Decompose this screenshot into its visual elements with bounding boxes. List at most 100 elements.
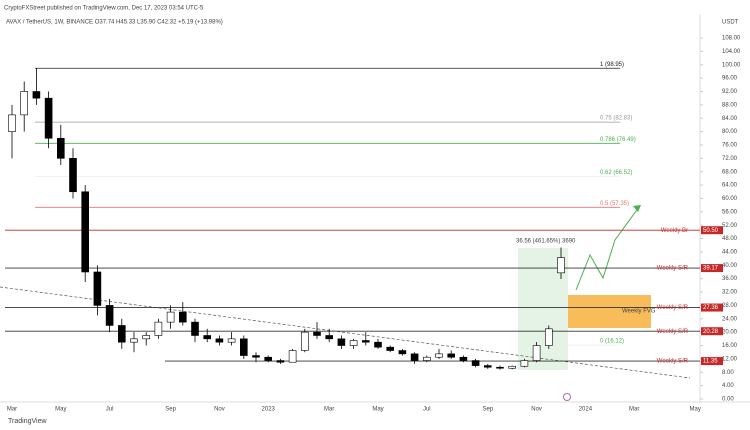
candle-body bbox=[105, 305, 114, 326]
fib-label: 0.5 (57.35) bbox=[600, 201, 629, 207]
candle-body bbox=[93, 271, 102, 306]
y-tick-label: 108.00 bbox=[722, 36, 741, 42]
candle-body bbox=[435, 353, 443, 358]
y-tick-label: 104.00 bbox=[722, 49, 741, 55]
header: CryptoFXStreet published on TradingView.… bbox=[4, 6, 204, 12]
y-tick-label: 60.00 bbox=[722, 196, 738, 202]
price-badge bbox=[701, 303, 723, 312]
x-tick-label: Mar bbox=[629, 407, 639, 413]
candle-body bbox=[240, 338, 248, 356]
footer: TradingView bbox=[8, 418, 47, 425]
candle-body bbox=[179, 311, 187, 323]
candle-body bbox=[386, 346, 395, 351]
y-tick-label: 20.00 bbox=[722, 330, 738, 336]
price-badge bbox=[701, 226, 723, 235]
y-tick-label: 44.00 bbox=[722, 250, 738, 256]
fib-label: 0.62 (66.52) bbox=[600, 170, 632, 176]
y-tick-label: 12.00 bbox=[722, 356, 738, 362]
x-tick-label: May bbox=[55, 407, 66, 413]
y-tick-label: 0.00 bbox=[722, 397, 734, 403]
projection-arrow bbox=[575, 206, 640, 291]
x-tick-label: Mar bbox=[7, 407, 17, 413]
x-tick-label: 2023 bbox=[262, 407, 276, 413]
fib-label: 0 (16.12) bbox=[600, 339, 624, 345]
x-tick-label: 2024 bbox=[579, 407, 593, 413]
x-tick-label: Sep bbox=[482, 407, 493, 413]
candle-body bbox=[398, 350, 407, 355]
y-tick-label: 24.00 bbox=[722, 316, 738, 322]
y-tick-label: 36.00 bbox=[722, 276, 738, 282]
chart-title: AVAX / TetherUS, 1W, BINANCE O37.74 H45.… bbox=[6, 20, 223, 26]
y-tick-label: 100.00 bbox=[722, 62, 741, 68]
candle-body bbox=[459, 356, 468, 361]
y-tick-label: 76.00 bbox=[722, 143, 738, 149]
trend-line bbox=[0, 286, 691, 379]
candle-body bbox=[32, 91, 41, 99]
sr-label: Weekly S/R bbox=[657, 329, 689, 335]
candle-body bbox=[69, 158, 77, 193]
candle-body bbox=[56, 137, 65, 159]
price-badge bbox=[701, 327, 723, 336]
candle-body bbox=[349, 340, 358, 346]
y-tick-label: 52.00 bbox=[722, 223, 738, 229]
zone-label: Weekly FVG bbox=[622, 309, 656, 315]
y-tick-label: 92.00 bbox=[722, 89, 738, 95]
price-badge-label: 39.17 bbox=[703, 266, 719, 272]
candle-body bbox=[44, 97, 53, 139]
candle-body bbox=[557, 257, 565, 274]
sr-label: Weekly S/R bbox=[657, 305, 689, 311]
candle-body bbox=[532, 345, 541, 361]
x-tick-label: May bbox=[372, 407, 383, 413]
candle-body bbox=[361, 340, 370, 343]
price-badge-label: 27.36 bbox=[703, 305, 719, 311]
price-badge-label: 11.35 bbox=[703, 359, 718, 365]
x-tick-label: Sep bbox=[165, 407, 176, 413]
x-tick-label: Nov bbox=[214, 407, 225, 413]
candle-body bbox=[410, 353, 419, 361]
candle-body bbox=[496, 366, 504, 369]
candle-body bbox=[154, 321, 163, 336]
fib-label: 0.786 (76.49) bbox=[600, 137, 636, 143]
candle-body bbox=[8, 114, 16, 132]
y-tick-label: 16.00 bbox=[722, 343, 738, 349]
x-tick-label: Jul bbox=[106, 407, 114, 413]
candle-body bbox=[325, 335, 334, 340]
candle-body bbox=[118, 325, 126, 343]
y-tick-label: 56.00 bbox=[722, 209, 738, 215]
y-tick-label: 4.00 bbox=[722, 383, 734, 389]
sr-label: Weekly S/R bbox=[657, 266, 689, 272]
y-tick-label: 48.00 bbox=[722, 236, 738, 242]
y-tick-label: 64.00 bbox=[722, 183, 738, 189]
y-tick-label: 32.00 bbox=[722, 290, 738, 296]
event-icon bbox=[563, 393, 571, 401]
candle-body bbox=[447, 353, 456, 358]
candle-body bbox=[520, 360, 529, 367]
price-badge bbox=[701, 264, 723, 273]
arrow-head bbox=[633, 205, 641, 212]
x-tick-label: Mar bbox=[324, 407, 334, 413]
y-tick-label: 28.00 bbox=[722, 303, 738, 309]
y-tick-label: 84.00 bbox=[722, 116, 738, 122]
y-tick-label: 8.00 bbox=[722, 370, 734, 376]
annotation: 36.56 (461.65%) 3690 bbox=[516, 239, 576, 245]
x-tick-label: May bbox=[690, 407, 701, 413]
candle-body bbox=[276, 360, 285, 363]
price-badge bbox=[701, 357, 723, 366]
y-tick-label: 80.00 bbox=[722, 129, 738, 135]
candle-body bbox=[288, 350, 297, 363]
candle-body bbox=[313, 331, 321, 336]
candle-body bbox=[337, 338, 346, 346]
candle-body bbox=[215, 338, 224, 343]
x-tick-label: Jul bbox=[423, 407, 431, 413]
x-tick-label: Nov bbox=[531, 407, 542, 413]
candle-body bbox=[81, 191, 89, 273]
candle-body bbox=[300, 331, 309, 351]
candle-body bbox=[422, 356, 431, 361]
price-badge-label: 50.50 bbox=[703, 228, 719, 234]
currency: USDT bbox=[722, 20, 739, 26]
y-tick-label: 40.00 bbox=[722, 263, 738, 269]
candle-body bbox=[142, 335, 150, 340]
candle-body bbox=[20, 91, 29, 116]
sr-label: Weekly S/R bbox=[657, 359, 689, 365]
